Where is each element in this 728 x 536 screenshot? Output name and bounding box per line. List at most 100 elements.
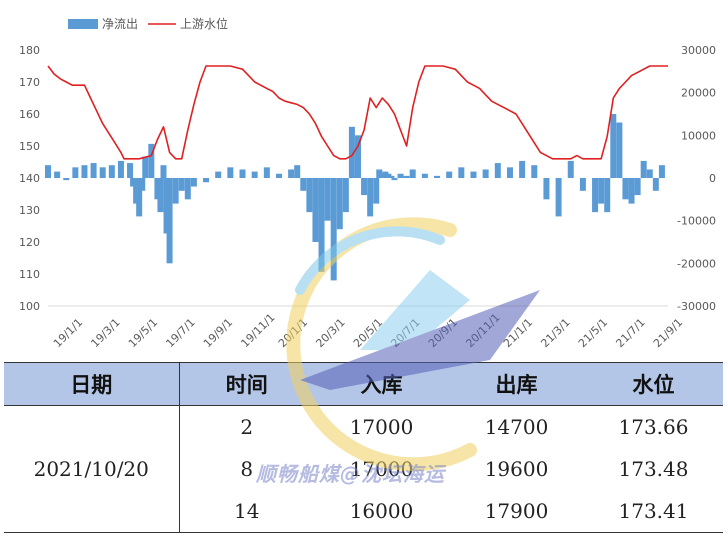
net-outflow-bar <box>263 167 270 178</box>
x-tick-label: 21/3/1 <box>538 316 572 350</box>
y-left-tick-label: 110 <box>19 268 40 281</box>
net-outflow-bar <box>367 178 374 217</box>
net-outflow-bar <box>397 173 404 178</box>
net-outflow-bar <box>376 169 383 178</box>
net-outflow-bar <box>379 173 386 178</box>
net-outflow-bar <box>385 173 392 178</box>
net-outflow-bar <box>567 160 574 178</box>
net-outflow-bar <box>531 165 538 178</box>
net-outflow-bar <box>130 178 137 187</box>
time-cell: 2 <box>240 415 254 439</box>
net-outflow-bar <box>598 178 605 204</box>
x-tick-label: 20/5/1 <box>351 316 385 350</box>
net-outflow-bar <box>543 178 550 200</box>
inflow-cell: 17000 <box>349 415 414 439</box>
net-outflow-bar <box>99 167 106 178</box>
y-right-tick-label: 10000 <box>681 129 716 142</box>
net-outflow-bar <box>616 122 623 178</box>
net-outflow-bar <box>45 165 51 178</box>
net-outflow-bar <box>604 178 611 213</box>
x-tick-label: 21/1/1 <box>501 316 535 350</box>
x-tick-label: 19/5/1 <box>126 316 160 350</box>
net-outflow-bar <box>190 178 197 187</box>
x-tick-label: 19/7/1 <box>163 316 197 350</box>
date-cell: 2021/10/20 <box>4 405 180 533</box>
header-level: 水位 <box>584 362 723 406</box>
net-outflow-bar <box>361 178 368 196</box>
x-tick-label: 19/1/1 <box>51 316 85 350</box>
net-outflow-bar <box>81 165 88 178</box>
x-tick-label: 21/5/1 <box>576 316 610 350</box>
chart-svg: 100 110 120 130 140 150 160 170 180 -30000 -20000 -… <box>19 16 716 350</box>
net-outflow-bar <box>555 178 562 217</box>
x-tick-label: 20/9/1 <box>426 316 460 350</box>
net-outflow-bar <box>178 178 185 191</box>
net-outflow-bar <box>355 135 361 178</box>
y-right-tick-label: 0 <box>709 172 716 185</box>
y-left-tick-label: 130 <box>19 204 40 217</box>
net-outflow-bar <box>239 169 246 178</box>
net-outflow-bar <box>312 178 319 242</box>
y-left-tick-label: 180 <box>19 44 40 57</box>
legend-swatch-net-outflow <box>68 19 98 29</box>
net-outflow-bar <box>382 171 389 178</box>
net-outflow-bar <box>300 178 307 191</box>
y-right-tick-label: 30000 <box>681 44 716 57</box>
net-outflow-bar <box>434 175 441 178</box>
net-outflow-bar <box>634 178 641 196</box>
net-outflow-bar <box>318 178 325 272</box>
header-time: 时间 <box>179 362 314 406</box>
net-outflow-bar <box>136 178 143 217</box>
net-outflow-bar <box>421 173 428 178</box>
net-outflow-bar <box>646 169 653 178</box>
net-outflow-bar <box>388 175 395 178</box>
net-outflow-bar <box>142 156 149 178</box>
net-outflow-bar <box>90 163 97 178</box>
time-cell: 8 <box>240 457 254 481</box>
net-outflow-bar <box>458 167 465 178</box>
outflow-cell: 17900 <box>449 490 584 533</box>
x-tick-label: 19/9/1 <box>201 316 235 350</box>
net-outflow-bar <box>336 178 343 230</box>
inflow-cell: 16000 <box>314 490 449 533</box>
table-header-row: 日期 时间 入库 出库 水位 <box>4 362 723 406</box>
net-outflow-bar <box>628 178 635 204</box>
y-left-tick-label: 160 <box>19 108 40 121</box>
net-outflow-bar <box>294 165 301 178</box>
y-left-tick-label: 150 <box>19 140 40 153</box>
x-tick-label: 19/11/1 <box>238 311 277 350</box>
net-outflow-bar <box>306 178 313 213</box>
net-outflow-bar <box>622 178 629 200</box>
net-outflow-bar <box>63 178 70 181</box>
net-outflow-bar <box>54 171 61 178</box>
net-outflow-bar <box>373 178 380 204</box>
x-tick-label: 20/1/1 <box>276 316 310 350</box>
net-outflow-bar <box>330 178 337 281</box>
y-left-tick-label: 140 <box>19 172 40 185</box>
net-outflow-bar <box>324 178 331 221</box>
x-tick-label: 19/3/1 <box>88 316 122 350</box>
x-tick-label: 21/9/1 <box>651 316 685 350</box>
table-row: 14 16000 17900 173.41 <box>4 490 723 533</box>
net-outflow-bar <box>133 178 140 204</box>
data-table: 日期 时间 入库 出库 水位 2021/10/20 2 17000 14700 … <box>4 362 723 533</box>
net-outflow-bar <box>215 171 222 178</box>
net-outflow-bar <box>446 171 453 178</box>
table-row: 2021/10/20 2 17000 14700 173.66 <box>4 405 723 533</box>
y-left-tick-label: 100 <box>19 300 40 313</box>
y-right-tick-label: -10000 <box>677 215 716 228</box>
header-date: 日期 <box>4 362 180 406</box>
net-outflow-bar <box>652 178 659 191</box>
net-outflow-bar <box>658 165 665 178</box>
net-outflow-bar <box>108 165 115 178</box>
x-tick-label: 20/11/1 <box>463 311 502 350</box>
net-outflow-bar <box>154 178 161 200</box>
net-outflow-bar <box>409 169 416 178</box>
net-outflow-bar <box>610 114 617 178</box>
net-outflow-bar <box>172 178 179 204</box>
net-outflow-bar <box>470 171 477 178</box>
net-outflow-bar <box>227 167 234 178</box>
net-outflow-bar <box>163 178 170 234</box>
net-outflow-bar <box>139 178 146 191</box>
net-outflow-bar <box>184 178 191 200</box>
